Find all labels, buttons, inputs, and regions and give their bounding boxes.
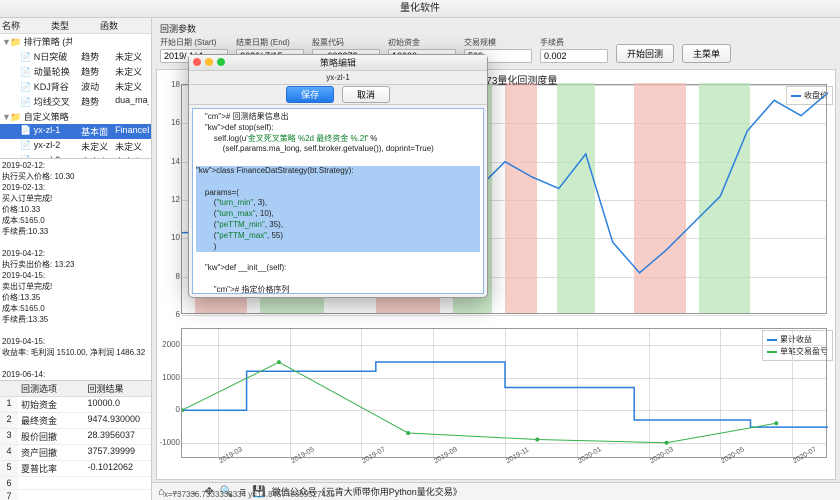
save-button[interactable]: 保存 [286, 86, 334, 103]
status-bar: x=737336.7333333334 y=14.845740359527435 [160, 489, 339, 500]
max-icon[interactable] [217, 58, 225, 66]
table-row[interactable]: 4资产回撤3757.39999 [0, 445, 151, 461]
strategy-tree[interactable]: 名称类型函数 ▼📁 排行策略 (共4个)📄 N日突破趋势未定义📄 动量轮换趋势未… [0, 18, 151, 158]
run-backtest-button[interactable]: 开始回测 [616, 44, 674, 63]
tree-header: 名称类型函数 [0, 18, 151, 34]
modal-title: 策略编辑 [320, 58, 356, 68]
param-label: 股票代码 [312, 37, 380, 48]
param-label: 开始日期 (Start) [160, 37, 228, 48]
tree-item[interactable]: 📄 动量轮换趋势未定义 [0, 64, 151, 79]
cancel-button[interactable]: 取消 [342, 86, 390, 103]
param-label: 手续费 [540, 37, 608, 48]
tree-group[interactable]: ▼📁 排行策略 (共4个) [0, 34, 151, 49]
tree-item[interactable]: 📄 N日突破趋势未定义 [0, 49, 151, 64]
tree-item[interactable]: 📄 yx-zl-2未定义未定义 [0, 139, 151, 154]
results-table[interactable]: 回测选项回测结果 1初始资金10000.02最终资金9474.9300003股价… [0, 380, 151, 500]
strategy-editor-modal: 策略编辑 yx-zl-1 保存 取消 "cm"># 回测结果信息出 "kw">d… [188, 54, 488, 298]
table-row[interactable]: 2最终资金9474.930000 [0, 413, 151, 429]
min-icon[interactable] [205, 58, 213, 66]
table-row[interactable]: 1初始资金10000.0 [0, 397, 151, 413]
tree-item[interactable]: 📄 yx-zl-1基本面FinanceDatStrategy [0, 124, 151, 139]
param-label: 交易规模 [464, 37, 532, 48]
table-row[interactable]: 3股价回撤28.3956037 [0, 429, 151, 445]
params-label: 回测参数 [160, 22, 832, 35]
param-label: 结束日期 (End) [236, 37, 304, 48]
log-panel: 2019-02-12:执行买入价格: 10.302019-02-13:买入订单完… [0, 158, 151, 380]
sidebar: 名称类型函数 ▼📁 排行策略 (共4个)📄 N日突破趋势未定义📄 动量轮换趋势未… [0, 18, 152, 500]
table-row[interactable]: 5夏普比率-0.1012062 [0, 461, 151, 477]
code-editor[interactable]: "cm"># 回测结果信息出 "kw">def stop(self): self… [192, 108, 484, 294]
modal-subtitle: yx-zl-1 [189, 71, 487, 85]
close-icon[interactable] [193, 58, 201, 66]
param-label: 初始资金 [388, 37, 456, 48]
traffic-lights[interactable] [193, 58, 225, 66]
param-input[interactable] [540, 49, 608, 63]
tree-group[interactable]: ▼📁 自定义策略 (共3个) [0, 109, 151, 124]
pnl-chart[interactable]: -10000100020002019-032019-052019-072019-… [181, 328, 827, 458]
tree-item[interactable]: 📄 均线交叉趋势dua_ma_strategy [0, 94, 151, 109]
main-menu-button[interactable]: 主菜单 [682, 44, 731, 63]
tree-item[interactable]: 📄 KDJ背谷波动未定义 [0, 79, 151, 94]
app-titlebar: 量化软件 [0, 0, 840, 18]
results-header: 回测选项回测结果 [0, 381, 151, 397]
table-row[interactable]: 7 [0, 490, 151, 500]
modal-titlebar[interactable]: 策略编辑 [189, 55, 487, 71]
table-row[interactable]: 6 [0, 477, 151, 490]
